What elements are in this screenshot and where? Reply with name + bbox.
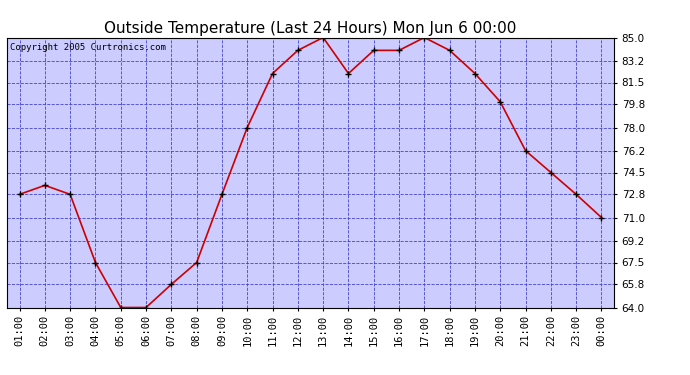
Text: Copyright 2005 Curtronics.com: Copyright 2005 Curtronics.com xyxy=(10,43,166,52)
Title: Outside Temperature (Last 24 Hours) Mon Jun 6 00:00: Outside Temperature (Last 24 Hours) Mon … xyxy=(104,21,517,36)
